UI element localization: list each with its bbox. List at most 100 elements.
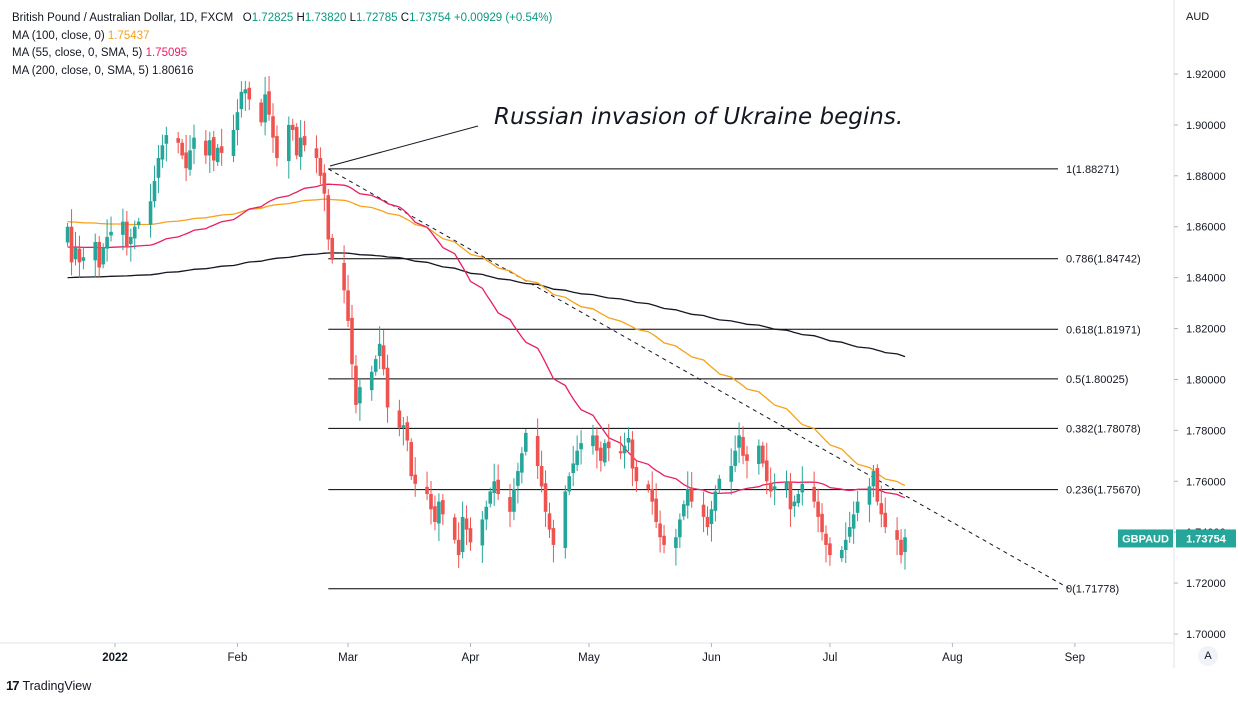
candle-7 xyxy=(101,243,105,269)
candle-119 xyxy=(717,474,722,494)
candle-107 xyxy=(654,483,658,529)
candle-58 xyxy=(381,330,386,376)
fib-label-4: 0.382(1.78078) xyxy=(1066,423,1141,435)
high-label: H xyxy=(296,12,305,24)
candle-body-11 xyxy=(125,221,129,248)
ma100-value: 1.75437 xyxy=(107,29,150,42)
candle-body-65 xyxy=(425,486,429,494)
candle-133 xyxy=(796,490,801,507)
candle-body-67 xyxy=(433,506,437,522)
candle-body-32 xyxy=(239,91,244,110)
candle-body-110 xyxy=(674,537,678,548)
candle-19 xyxy=(164,126,169,162)
candle-129 xyxy=(772,473,777,506)
candle-41 xyxy=(290,118,295,141)
candle-53 xyxy=(354,355,358,414)
candle-136 xyxy=(816,488,820,533)
candle-body-134 xyxy=(800,483,805,493)
candle-18 xyxy=(160,134,165,168)
candle-66 xyxy=(429,481,433,525)
candle-146 xyxy=(871,464,876,498)
candle-body-41 xyxy=(290,124,295,130)
candle-48 xyxy=(326,189,331,251)
candle-body-151 xyxy=(899,539,903,556)
candle-body-118 xyxy=(713,491,718,511)
candle-54 xyxy=(358,378,362,421)
candle-55 xyxy=(369,365,374,401)
close-label: C xyxy=(400,12,410,24)
candle-117 xyxy=(709,500,714,542)
candle-141 xyxy=(843,522,848,563)
candle-147 xyxy=(875,464,880,506)
candle-body-142 xyxy=(847,527,852,537)
candle-34 xyxy=(247,81,252,111)
auto-scale-button[interactable]: A xyxy=(1198,646,1218,666)
candle-body-113 xyxy=(685,488,690,506)
candle-body-42 xyxy=(294,126,299,156)
candle-151 xyxy=(899,529,903,564)
candle-16 xyxy=(152,165,157,208)
candle-body-6 xyxy=(97,242,101,268)
candle-73 xyxy=(464,505,469,545)
candle-body-131 xyxy=(788,481,793,510)
low-value: 1.72785 xyxy=(356,12,398,24)
candle-37 xyxy=(267,76,271,121)
candle-body-128 xyxy=(768,482,773,492)
ma100-legend[interactable]: MA (100, close, 0) 1.75437 xyxy=(12,28,552,46)
price-tick-label-1: 1.72000 xyxy=(1186,578,1226,590)
candle-122 xyxy=(737,422,741,463)
candle-body-49 xyxy=(330,237,335,260)
candle-89 xyxy=(551,519,556,563)
candle-93 xyxy=(575,435,579,472)
candle-body-76 xyxy=(484,506,489,520)
candle-body-127 xyxy=(764,460,769,482)
ma55-legend[interactable]: MA (55, close, 0, SMA, 5) 1.75095 xyxy=(12,45,552,63)
candle-body-51 xyxy=(346,290,350,321)
candle-109 xyxy=(662,525,666,554)
time-tick-label-1: Feb xyxy=(228,652,248,664)
price-tick-label-8: 1.86000 xyxy=(1186,222,1226,234)
ma100-label: MA (100, close, 0) xyxy=(12,29,105,42)
candle-body-108 xyxy=(658,523,662,538)
candle-body-52 xyxy=(350,317,354,365)
candle-149 xyxy=(883,497,888,534)
candle-39 xyxy=(275,125,279,167)
candle-56 xyxy=(373,355,378,376)
time-tick-label-6: Jul xyxy=(823,652,838,664)
tradingview-logo[interactable]: 17 TradingView xyxy=(6,678,91,693)
trendline xyxy=(328,168,1072,590)
candle-5 xyxy=(93,233,98,278)
candle-60 xyxy=(397,399,402,437)
price-tick-label-0: 1.70000 xyxy=(1186,629,1226,641)
candle-body-79 xyxy=(496,479,500,494)
fib-label-3: 0.5(1.80025) xyxy=(1066,374,1128,386)
candle-127 xyxy=(764,442,769,495)
price-tick-label-10: 1.90000 xyxy=(1186,120,1226,132)
candle-144 xyxy=(855,490,860,522)
candle-body-62 xyxy=(405,422,410,441)
candle-body-145 xyxy=(867,486,872,505)
fib-label-1: 0.786(1.84742) xyxy=(1066,254,1141,266)
candle-103 xyxy=(630,431,635,487)
candle-2 xyxy=(73,231,78,266)
annotation-pointer xyxy=(329,125,479,167)
candle-body-106 xyxy=(650,488,654,502)
candle-body-3 xyxy=(77,248,82,263)
candle-body-94 xyxy=(579,443,583,450)
candle-138 xyxy=(824,525,828,563)
candle-body-2 xyxy=(73,247,78,260)
candle-body-147 xyxy=(875,468,880,502)
candle-61 xyxy=(401,416,406,446)
candle-body-80 xyxy=(508,497,512,512)
last-price-label: 1.73754 xyxy=(1186,533,1227,545)
candle-body-150 xyxy=(895,530,899,540)
candle-95 xyxy=(591,424,595,455)
candle-105 xyxy=(646,480,651,493)
symbol-badge-label: GBPAUD xyxy=(1122,533,1169,545)
ma200-legend[interactable]: MA (200, close, 0, SMA, 5) 1.80616 xyxy=(12,63,552,81)
candle-28 xyxy=(215,144,220,166)
candle-74 xyxy=(468,517,473,551)
candle-31 xyxy=(235,99,240,146)
